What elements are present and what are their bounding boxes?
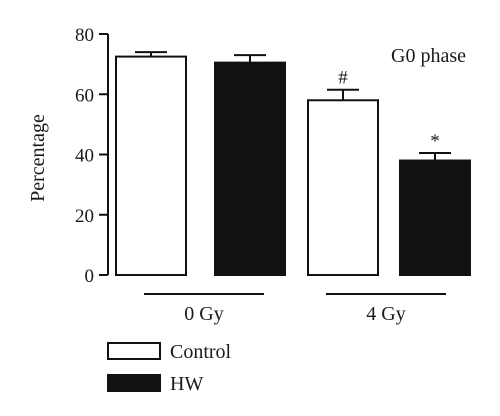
group-label: 4 Gy <box>366 303 405 325</box>
legend-swatch-hw <box>107 374 161 392</box>
y-tick-label: 80 <box>75 25 94 46</box>
axes: 0 20 40 60 80 <box>75 25 109 287</box>
y-tick-label: 60 <box>75 85 94 106</box>
group-label: 0 Gy <box>184 303 223 325</box>
bar-hw-0gy <box>214 61 286 277</box>
bar-control-4gy <box>307 99 379 277</box>
legend: Control HW <box>107 341 232 395</box>
legend-label-hw: HW <box>170 373 203 395</box>
significance-marker: # <box>338 68 348 89</box>
bars: #* <box>115 51 471 277</box>
y-axis-title: Percentage <box>27 114 49 202</box>
bar-hw-4gy <box>399 159 471 276</box>
y-tick-label: 40 <box>75 146 94 167</box>
chart-title: G0 phase <box>391 45 466 67</box>
y-tick-label: 20 <box>75 206 94 227</box>
y-tick-label: 0 <box>85 266 95 287</box>
legend-label-control: Control <box>170 341 232 363</box>
bar-control-0gy <box>115 55 187 276</box>
legend-swatch-control <box>107 342 161 360</box>
significance-marker: * <box>430 131 440 152</box>
group-labels: 0 Gy 4 Gy <box>144 293 446 325</box>
